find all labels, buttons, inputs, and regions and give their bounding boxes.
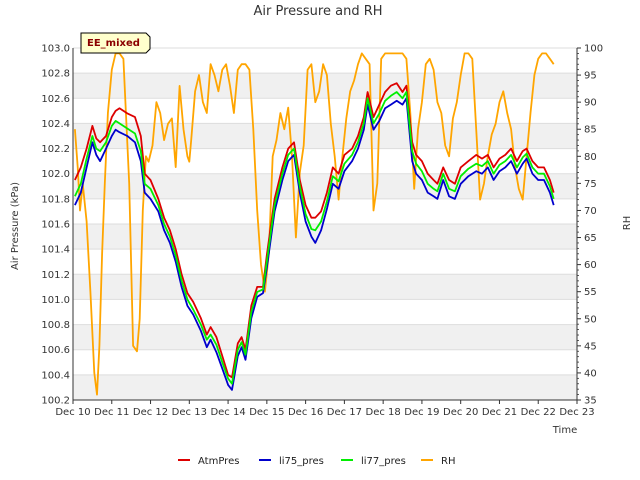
y2-tick-label: 50 [584, 314, 597, 325]
legend-label: AtmPres [198, 456, 239, 467]
y2-tick-label: 75 [584, 179, 597, 190]
tick-labels: 100.2 100.4 100.6 100.8 101.0 101.2 101.4 101.6… [41, 44, 603, 419]
y2-tick-label: 70 [584, 206, 597, 217]
series-line-atmpres [74, 82, 555, 379]
grid-band [73, 123, 577, 149]
x-axis-label: Time [552, 425, 577, 436]
y-tick-label: 101.0 [41, 295, 70, 306]
y2-tick-label: 65 [584, 233, 597, 244]
grid-bands [73, 73, 577, 400]
y2-tick-label: 85 [584, 125, 597, 136]
x-tick-label: Dec 13 [172, 407, 207, 418]
y2-tick-label: 80 [584, 152, 597, 163]
series-line-rh [74, 52, 555, 396]
x-tick-label: Dec 21 [482, 407, 517, 418]
chart-title: Air Pressure and RH [253, 4, 382, 19]
grid-band [73, 374, 577, 400]
grid-band [73, 324, 577, 350]
grid-band [73, 224, 577, 250]
x-tick-label: Dec 11 [94, 407, 129, 418]
y2-tick-label: 45 [584, 341, 597, 352]
y-tick-label: 101.4 [41, 245, 70, 256]
y2-tick-label: 90 [584, 98, 597, 109]
x-tick-label: Dec 12 [133, 407, 168, 418]
x-tick-label: Dec 23 [559, 407, 594, 418]
series-line-li77-pres [74, 91, 555, 385]
grid-band [73, 73, 577, 99]
site-badge-box [80, 32, 151, 54]
axes [72, 47, 581, 404]
x-tick-label: Dec 20 [443, 407, 478, 418]
y-tick-label: 101.6 [41, 220, 70, 231]
y2-tick-label: 60 [584, 260, 597, 271]
grid-band [73, 274, 577, 300]
x-tick-label: Dec 16 [288, 407, 323, 418]
y-tick-label: 100.4 [41, 370, 70, 381]
y-tick-label: 102.2 [41, 144, 70, 155]
y-tick-label: 100.8 [41, 320, 70, 331]
legend-label: li77_pres [361, 456, 406, 467]
y2-tick-label: 95 [584, 71, 597, 82]
x-tick-label: Dec 22 [521, 407, 556, 418]
series-line-li75-pres [74, 97, 555, 391]
y-tick-label: 103.0 [41, 44, 70, 55]
x-tick-label: Dec 10 [55, 407, 90, 418]
site-badge-label: EE_mixed [87, 38, 140, 49]
y2-tick-label: 35 [584, 396, 597, 407]
x-tick-label: Dec 19 [404, 407, 439, 418]
series-layer [74, 52, 555, 396]
legend-label: RH [441, 456, 455, 467]
y2-tick-label: 55 [584, 287, 597, 298]
x-tick-label: Dec 17 [327, 407, 362, 418]
y-tick-label: 101.2 [41, 270, 70, 281]
y-tick-label: 101.8 [41, 194, 70, 205]
y2-axis-label: RH [622, 216, 633, 230]
y-axis-label: Air Pressure (kPa) [10, 182, 21, 270]
y-tick-label: 102.6 [41, 94, 70, 105]
y-tick-label: 100.2 [41, 396, 70, 407]
y-tick-label: 102.4 [41, 119, 70, 130]
y2-tick-label: 100 [584, 44, 603, 55]
legend: AtmPres li75_pres li77_pres RH [178, 456, 455, 467]
y-tick-label: 102.8 [41, 69, 70, 80]
x-tick-label: Dec 18 [366, 407, 401, 418]
x-tick-label: Dec 14 [210, 407, 245, 418]
y-tick-label: 102.0 [41, 169, 70, 180]
legend-label: li75_pres [279, 456, 324, 467]
y2-tick-label: 40 [584, 368, 597, 379]
x-tick-label: Dec 15 [249, 407, 284, 418]
site-badge: EE_mixed [80, 32, 151, 54]
y-tick-label: 100.6 [41, 345, 70, 356]
